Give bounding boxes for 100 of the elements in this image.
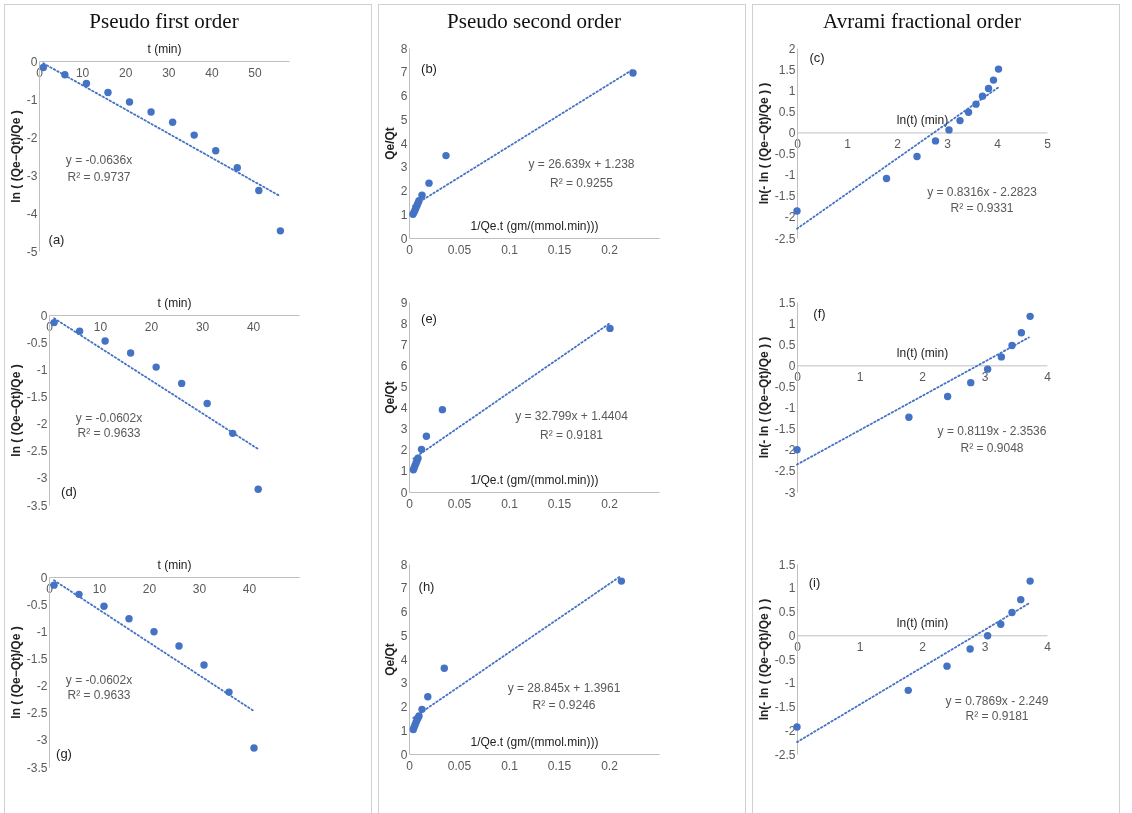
y-axis-title: Qe/Qt <box>382 381 397 414</box>
y-axis-title: ln(- ln ( (Qe−Qt)/Qe ) ) <box>756 82 771 205</box>
x-tick-label: 2 <box>919 369 927 384</box>
y-tick-label: 7 <box>400 581 408 596</box>
annotation: y = 0.8316x - 2.2823 <box>927 185 1038 200</box>
y-tick-label: -3.5 <box>26 760 48 775</box>
y-tick-label: 5 <box>400 379 408 394</box>
x-tick-label: 50 <box>248 65 263 80</box>
y-tick-label: 2 <box>788 41 796 56</box>
x-tick-label: 4 <box>994 136 1002 151</box>
x-tick-label: 40 <box>242 581 257 596</box>
x-tick-label: 20 <box>142 581 157 596</box>
y-tick-label: 5 <box>400 628 408 643</box>
y-axis-title: ln ( (Qe−Qt)/Qe ) <box>8 364 23 457</box>
x-tick-label: 20 <box>144 319 159 334</box>
y-tick-label: 1.5 <box>778 295 796 310</box>
x-axis-title: 1/Qe.t (gm/(mmol.min))) <box>470 734 599 749</box>
annotation: (e) <box>421 311 437 327</box>
annotation: (a) <box>48 231 65 247</box>
y-axis-title: ln(- ln ( (Qe−Qt)/Qe ) ) <box>756 598 771 721</box>
y-tick-label: -2 <box>784 443 796 458</box>
y-tick-label: 0 <box>400 485 408 500</box>
y-axis-title: ln(- ln ( (Qe−Qt)/Qe ) ) <box>756 336 771 459</box>
y-tick-label: 3 <box>400 160 408 175</box>
annotation: (f) <box>813 306 826 322</box>
y-tick-label: -1.5 <box>774 700 796 714</box>
x-axis-title: ln(t) (min) <box>896 615 949 630</box>
x-tick-label: 10 <box>75 65 90 80</box>
x-tick-label: 20 <box>119 65 133 80</box>
annotation: (d) <box>61 483 77 499</box>
x-tick-label: 0.2 <box>601 758 619 773</box>
y-tick-label: -1.5 <box>26 389 48 404</box>
y-tick-label: 3 <box>400 676 408 691</box>
x-tick-label: 40 <box>205 65 219 80</box>
y-tick-label: -2.5 <box>774 747 796 762</box>
chart-title: Avrami fractional order <box>823 9 1021 33</box>
annotation: R² = 0.9633 <box>77 425 141 440</box>
x-tick-label: 40 <box>246 319 261 334</box>
x-tick-label: 0.1 <box>501 496 519 511</box>
annotation: (g) <box>56 745 72 761</box>
y-tick-label: 1 <box>400 723 408 738</box>
y-tick-label: -3 <box>36 733 48 748</box>
annotation: R² = 0.9181 <box>965 709 1029 723</box>
y-tick-label: 3 <box>400 422 408 437</box>
annotation: y = -0.0602x <box>75 410 143 425</box>
x-tick-label: 0.05 <box>447 242 472 257</box>
annotation: y = 0.7869x - 2.249 <box>945 693 1049 708</box>
y-tick-label: 6 <box>400 605 408 619</box>
y-tick-label: -1.5 <box>26 651 48 666</box>
y-tick-label: -2 <box>36 679 48 694</box>
y-tick-label: -0.5 <box>774 652 796 667</box>
y-tick-label: 2 <box>400 700 408 714</box>
y-tick-label: 1.5 <box>778 62 796 77</box>
y-tick-label: 7 <box>400 337 408 352</box>
y-tick-label: 0 <box>788 125 796 140</box>
x-tick-label: 10 <box>93 319 108 334</box>
y-tick-label: 4 <box>400 652 408 667</box>
annotation: y = -0.0636x <box>65 152 133 167</box>
y-tick-label: -1 <box>784 168 796 183</box>
annotation: R² = 0.9737 <box>67 169 131 184</box>
y-tick-label: 8 <box>400 557 408 572</box>
x-tick-label: 30 <box>192 581 207 596</box>
chart-title: Pseudo first order <box>89 9 239 33</box>
y-tick-label: -0.5 <box>774 379 796 394</box>
y-tick-label: 0.5 <box>778 605 796 619</box>
y-tick-label: 0 <box>400 231 408 246</box>
x-tick-label: 0.15 <box>547 758 572 773</box>
annotation: y = 28.845x + 1.3961 <box>507 680 621 695</box>
y-tick-label: 7 <box>400 65 408 80</box>
y-tick-label: -2 <box>26 130 38 145</box>
x-tick-label: 2 <box>894 136 902 151</box>
y-tick-label: -3 <box>784 485 796 500</box>
x-axis-title: t (min) <box>147 41 182 56</box>
y-tick-label: -5 <box>26 244 38 259</box>
y-tick-label: -2.5 <box>774 231 796 246</box>
y-tick-label: 9 <box>400 295 408 310</box>
y-axis-title: ln ( (Qe−Qt)/Qe ) <box>8 110 23 203</box>
x-tick-label: 3 <box>981 369 989 384</box>
x-tick-label: 0.1 <box>501 242 519 257</box>
annotation: R² = 0.9331 <box>950 200 1014 215</box>
x-axis-title: 1/Qe.t (gm/(mmol.min))) <box>470 218 599 233</box>
x-tick-label: 5 <box>1044 136 1052 151</box>
y-tick-label: -0.5 <box>774 147 796 162</box>
x-tick-label: 1 <box>856 639 864 654</box>
x-tick-label: 0.2 <box>601 242 619 257</box>
x-axis-title: t (min) <box>157 295 192 310</box>
y-tick-label: -0.5 <box>26 597 48 612</box>
x-tick-label: 30 <box>195 319 210 334</box>
x-tick-label: 0.1 <box>501 758 519 773</box>
y-tick-label: 6 <box>400 89 408 103</box>
x-tick-label: 0.15 <box>547 496 572 511</box>
y-tick-label: 0 <box>400 747 408 762</box>
y-tick-label: 8 <box>400 316 408 331</box>
y-tick-label: -2 <box>784 210 796 225</box>
y-tick-label: 1 <box>788 83 796 98</box>
y-tick-label: 8 <box>400 41 408 56</box>
annotation: y = 26.639x + 1.238 <box>528 156 635 171</box>
y-tick-label: -2 <box>36 417 48 432</box>
annotation: y = 0.8119x - 2.3536 <box>937 424 1047 439</box>
annotation: (i) <box>808 575 821 590</box>
